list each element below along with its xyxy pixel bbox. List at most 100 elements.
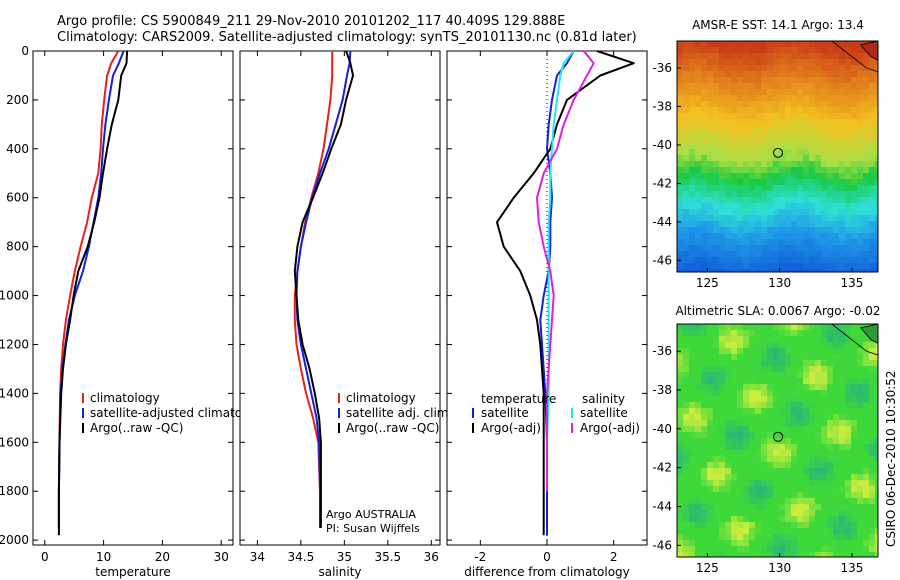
sla-map-cell [761, 324, 767, 330]
sst-map-cell [827, 185, 833, 191]
sst-map-cell [791, 83, 797, 89]
sst-map-cell [755, 251, 761, 257]
sst-map-cell [677, 83, 683, 89]
sla-map-cell [845, 474, 851, 480]
sla-map-cell [725, 504, 731, 510]
sla-map-cell [683, 504, 689, 510]
sla-map-cell [707, 366, 713, 372]
sla-map-cell [701, 528, 707, 534]
sst-map-cell [839, 167, 845, 173]
sst-map-cell [731, 221, 737, 227]
sla-map-cell [755, 552, 761, 557]
sst-map-cell [725, 179, 731, 185]
sst-map-cell [743, 179, 749, 185]
sla-map-cell [761, 360, 767, 366]
sla-map-cell [689, 456, 695, 462]
sst-map-cell [791, 257, 797, 263]
sst-map-cell [839, 233, 845, 239]
sla-map-cell [749, 432, 755, 438]
sst-map-cell [797, 125, 803, 131]
sst-map-cell [695, 101, 701, 107]
sla-map-cell [743, 360, 749, 366]
sla-map-cell [851, 384, 857, 390]
sst-map-cell [821, 77, 827, 83]
sst-map-cell [797, 221, 803, 227]
sst-map-cell [791, 101, 797, 107]
sst-map-cell [851, 185, 857, 191]
sst-map-cell [701, 101, 707, 107]
sla-map-cell [797, 348, 803, 354]
sst-map-cell [719, 101, 725, 107]
sst-map-cell [785, 155, 791, 161]
sla-map-cell [875, 384, 878, 390]
sst-map-cell [731, 245, 737, 251]
sst-map-cell [707, 125, 713, 131]
sst-map-cell [737, 143, 743, 149]
sst-map-cell [701, 41, 707, 47]
sst-map-cell [743, 143, 749, 149]
sla-map-cell [779, 348, 785, 354]
sla-map-cell [749, 540, 755, 546]
sst-map-cell [809, 65, 815, 71]
sst-map-cell [767, 101, 773, 107]
sst-map-cell [731, 251, 737, 257]
sla-map-cell [845, 384, 851, 390]
sla-map-cell [833, 528, 839, 534]
sla-map-cell [821, 348, 827, 354]
sst-map-cell [797, 227, 803, 233]
sla-map-cell [725, 498, 731, 504]
sst-map-cell [845, 185, 851, 191]
sla-map-cell [725, 462, 731, 468]
sla-map-cell [677, 480, 683, 486]
sla-map-cell [803, 444, 809, 450]
sla-map-cell [833, 444, 839, 450]
sla-map-cell [827, 444, 833, 450]
sst-map-cell [743, 185, 749, 191]
sla-map-cell [803, 438, 809, 444]
sst-map-cell [695, 59, 701, 65]
sla-map-cell [737, 360, 743, 366]
sla-map-cell [833, 432, 839, 438]
sst-map-cell [683, 149, 689, 155]
sla-map-cell [815, 420, 821, 426]
sla-map-cell [863, 414, 869, 420]
sla-map-cell [779, 354, 785, 360]
sst-map-cell [845, 215, 851, 221]
sst-map-cell [683, 41, 689, 47]
sst-map-cell [761, 245, 767, 251]
sla-map-cell [761, 516, 767, 522]
depth-tick-label: 1000 [0, 289, 29, 303]
sla-map-cell [785, 408, 791, 414]
sla-map-cell [773, 522, 779, 528]
sla-map-cell [863, 504, 869, 510]
sla-map-cell [725, 474, 731, 480]
sst-map-cell [869, 77, 875, 83]
sst-map-cell [755, 137, 761, 143]
sst-map-cell [851, 131, 857, 137]
sla-map-cell [707, 396, 713, 402]
sla-map-cell [707, 486, 713, 492]
sst-map-cell [749, 239, 755, 245]
sst-map-cell [809, 167, 815, 173]
sla-map-cell [713, 354, 719, 360]
sst-map-cell [689, 65, 695, 71]
sst-map-cell [857, 221, 863, 227]
sst-map-cell [797, 161, 803, 167]
sst-map-cell [713, 113, 719, 119]
sst-map-cell [707, 65, 713, 71]
sla-map-cell [863, 342, 869, 348]
sla-map-cell [707, 432, 713, 438]
sst-map-cell [767, 149, 773, 155]
sst-map-cell [773, 245, 779, 251]
sst-map-cell [809, 101, 815, 107]
sla-map-cell [701, 438, 707, 444]
sst-map-cell [827, 47, 833, 53]
sst-map-cell [833, 59, 839, 65]
sal-xtick-label: 35.5 [374, 550, 401, 564]
sst-map-cell [689, 77, 695, 83]
sla-map-cell [857, 540, 863, 546]
sla-map-cell [827, 516, 833, 522]
sst-map-cell [869, 167, 875, 173]
sst-map-cell [779, 107, 785, 113]
